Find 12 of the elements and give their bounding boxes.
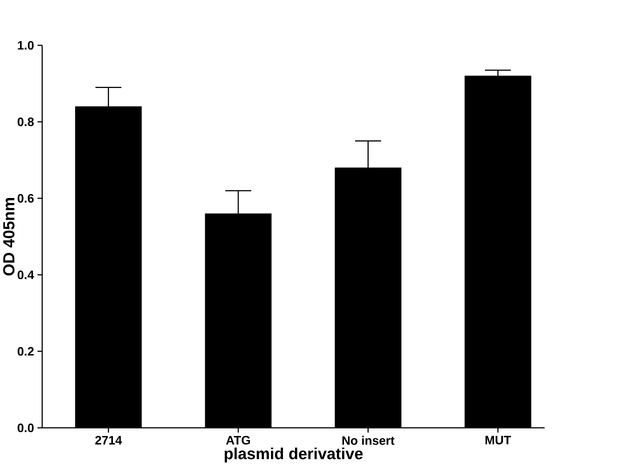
y-tick-label: 0.4: [18, 270, 34, 280]
x-tick-label: No insert: [342, 436, 394, 446]
y-tick-label: 0.8: [18, 118, 34, 126]
y-tick-label: 0.2: [18, 347, 34, 356]
y-axis-title: OD 405nm: [3, 198, 14, 276]
x-axis-title: plasmid derivative: [224, 448, 363, 463]
y-tick-label: 0.6: [18, 194, 34, 203]
y-tick-label: 1.0: [18, 41, 34, 50]
x-tick-label: 2714: [95, 436, 122, 445]
y-tick-label: 0.0: [18, 424, 34, 432]
x-tick-label: MUT: [486, 436, 512, 445]
x-tick-label: ATG: [226, 436, 250, 445]
